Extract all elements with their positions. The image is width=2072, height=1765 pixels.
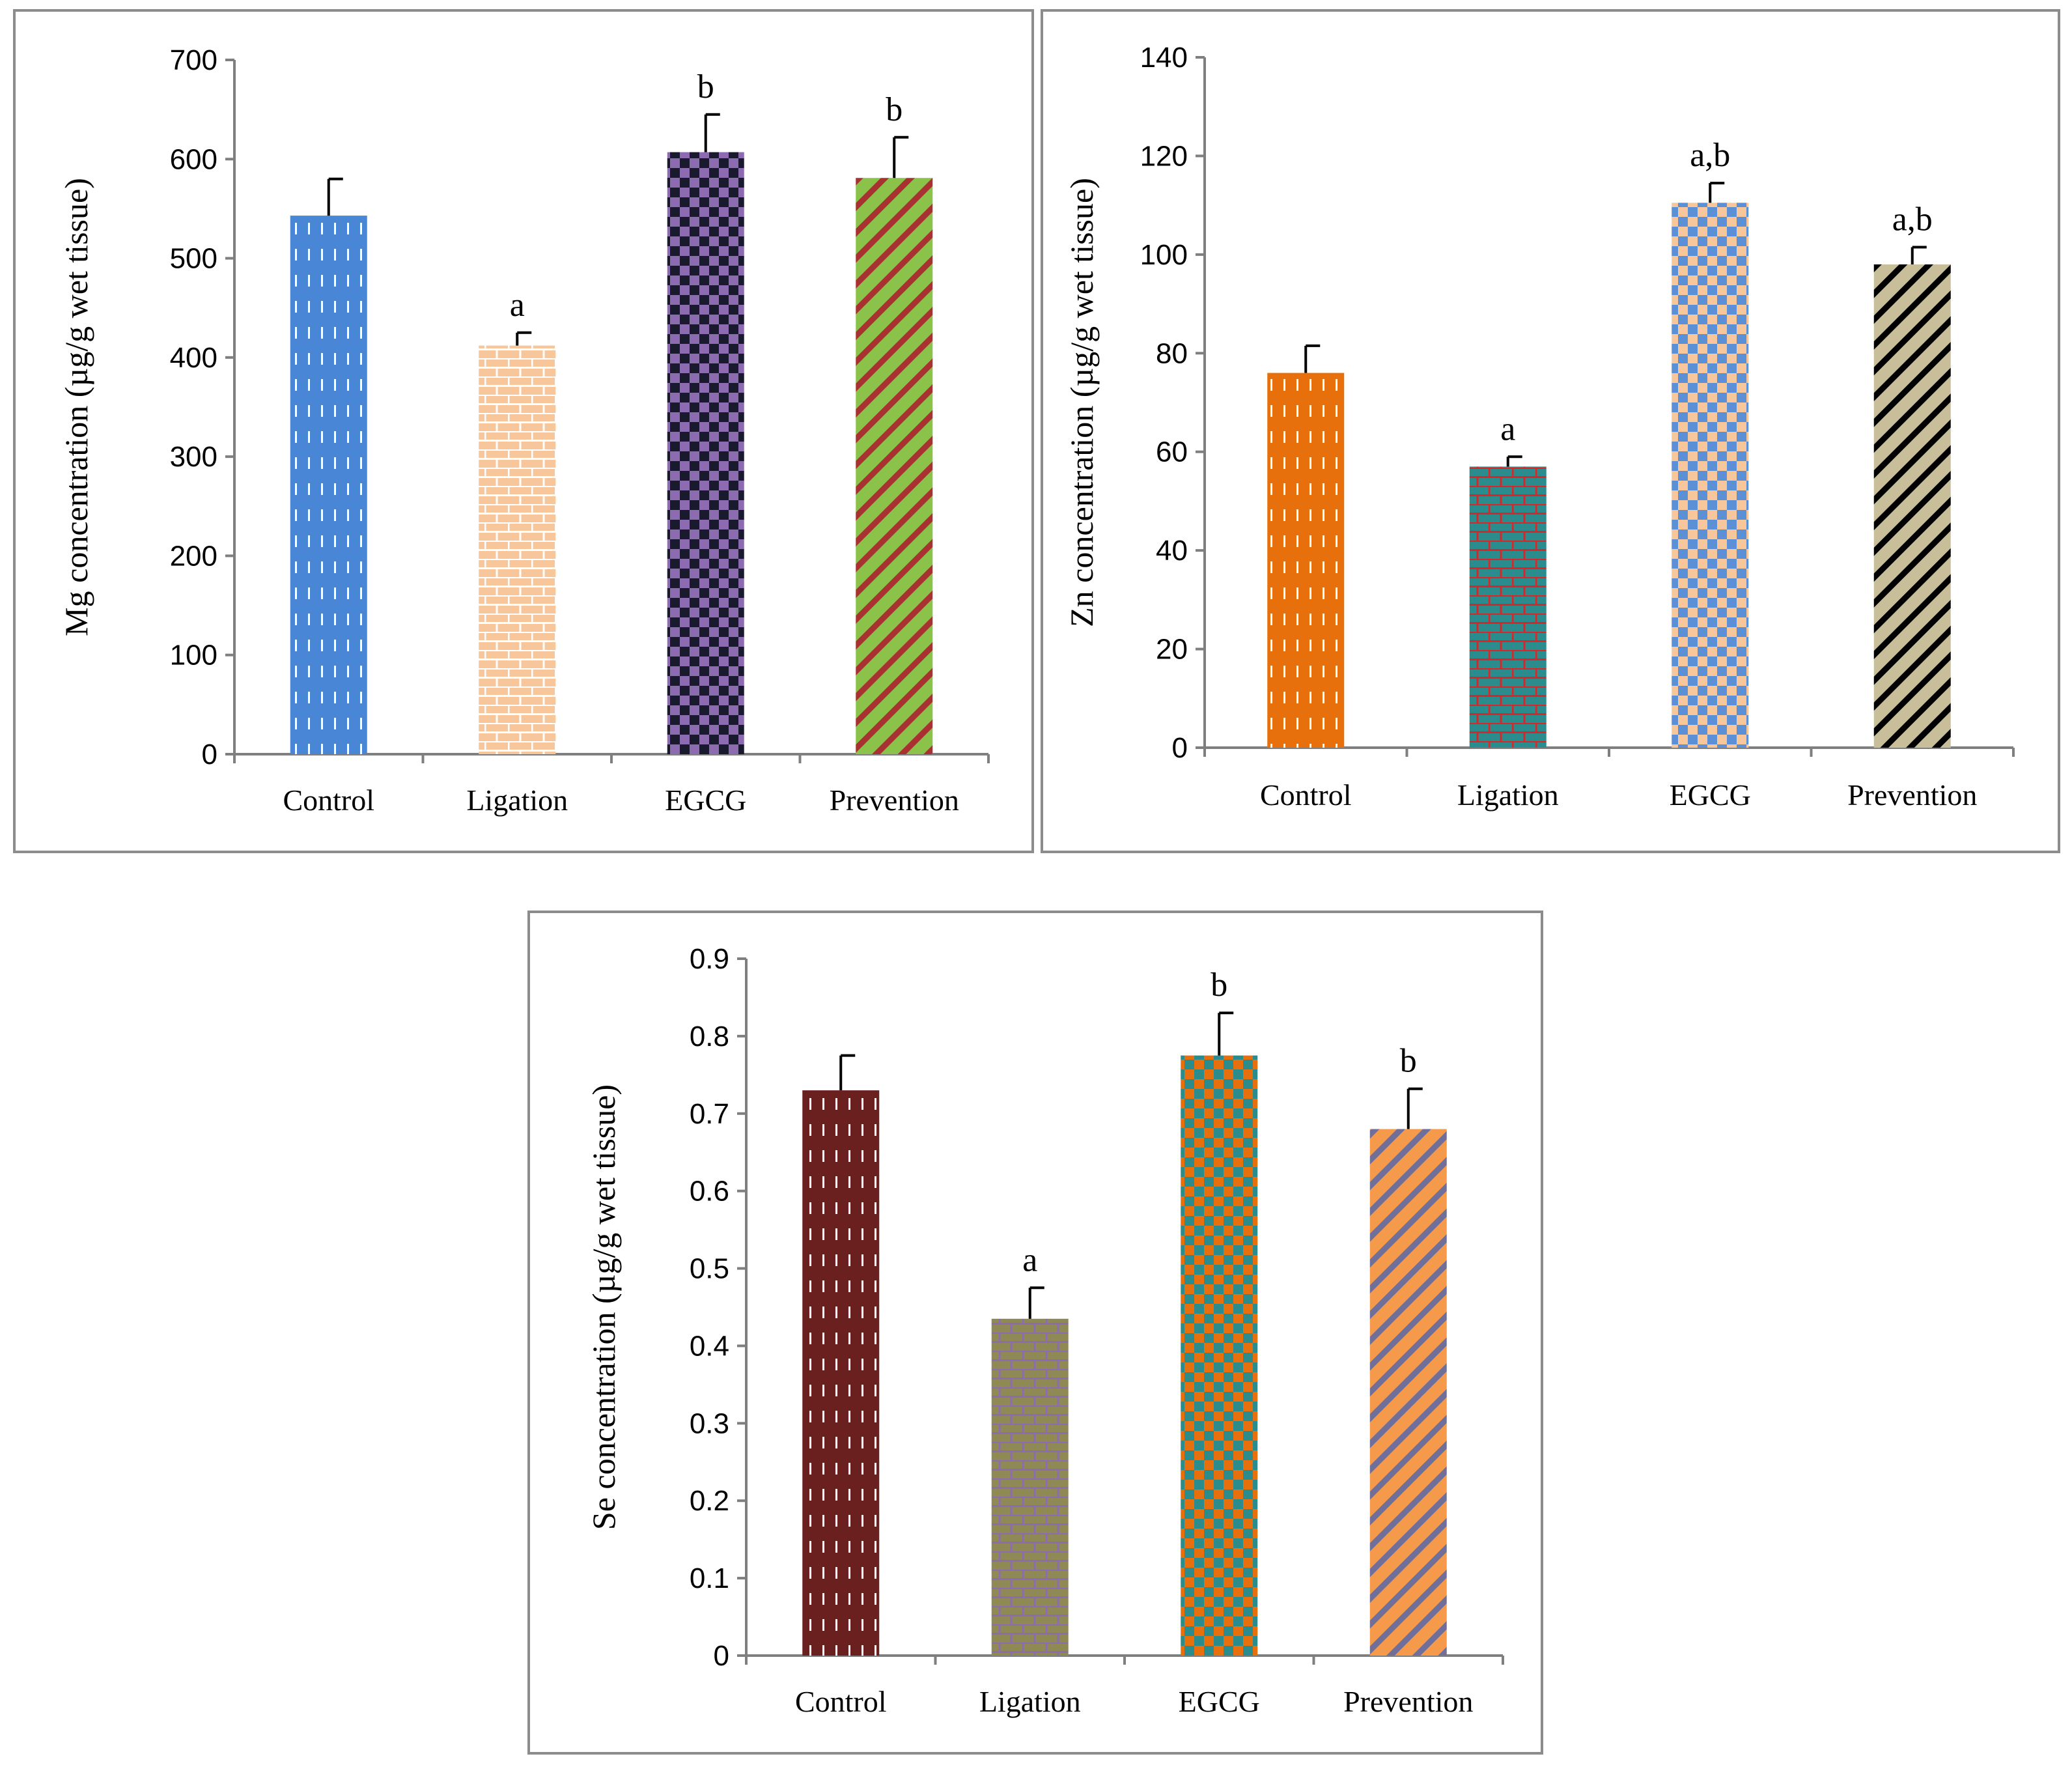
mg-y-tick-label: 200 (170, 540, 217, 572)
mg-bar-control (290, 216, 367, 754)
se-y-tick-label: 0.2 (690, 1485, 729, 1517)
zn-bar-control (1267, 373, 1345, 748)
zn-chart-panel: 0 20 40 60 80 100 120 140 Zn concentration (µg/g… (1041, 9, 2060, 853)
se-y-tick-label: 0.9 (690, 943, 729, 975)
se-y-tick-label: 0.5 (690, 1253, 729, 1285)
zn-significance-label: a,b (1892, 201, 1933, 238)
zn-significance-label: a (1500, 410, 1515, 447)
mg-significance-label: b (697, 68, 714, 106)
mg-chart-panel: 0 100 200 300 400 500 600 700 Mg concentration (… (13, 9, 1034, 853)
zn-bar-prevention (1873, 264, 1951, 748)
mg-x-tick-label: EGCG (665, 784, 746, 817)
zn-y-tick-label: 40 (1156, 535, 1188, 567)
mg-y-tick-label: 400 (170, 342, 217, 374)
mg-y-tick-label: 500 (170, 243, 217, 275)
se-y-tick-label: 0.1 (690, 1562, 729, 1594)
zn-y-axis-label: Zn concentration (µg/g wet tissue) (1063, 178, 1100, 627)
mg-y-tick-label: 700 (170, 44, 217, 76)
zn-bar-chart: 0 20 40 60 80 100 120 140 Zn concentration (µg/g… (1063, 42, 2015, 812)
se-x-tick-label: Control (795, 1685, 887, 1718)
se-bar-ligation (991, 1318, 1069, 1656)
zn-x-tick-label: Control (1260, 778, 1352, 812)
se-y-tick-label: 0.8 (690, 1021, 729, 1052)
zn-x-tick-label: Ligation (1457, 778, 1559, 812)
se-chart-panel: 0 0.1 0.2 0.3 0.4 0.5 0.6 0.7 0.8 0.9 Se concentra… (527, 911, 1543, 1755)
se-y-axis-label: Se concentration (µg/g wet tissue) (585, 1084, 622, 1530)
se-y-tick-label: 0.4 (690, 1330, 729, 1362)
mg-significance-label: a (510, 287, 525, 324)
zn-significance-label: a,b (1690, 137, 1730, 174)
mg-x-tick-label: Control (283, 784, 374, 817)
zn-y-tick-label: 0 (1172, 732, 1188, 764)
mg-bar-ligation (479, 345, 556, 754)
se-x-tick-label: EGCG (1179, 1685, 1260, 1718)
mg-y-tick-label: 0 (202, 739, 217, 770)
se-x-tick-label: Prevention (1343, 1685, 1473, 1718)
zn-bar-egcg (1672, 203, 1749, 748)
mg-significance-label: b (886, 91, 903, 128)
se-bar-egcg (1181, 1055, 1258, 1656)
zn-y-tick-label: 80 (1156, 337, 1188, 369)
se-x-tick-label: Ligation (979, 1685, 1081, 1718)
mg-x-tick-label: Ligation (466, 784, 568, 817)
mg-bar-chart: 0 100 200 300 400 500 600 700 Mg concentration (… (58, 44, 990, 817)
mg-x-tick-label: Prevention (830, 784, 959, 817)
se-bar-chart: 0 0.1 0.2 0.3 0.4 0.5 0.6 0.7 0.8 0.9 Se concentra… (585, 943, 1504, 1718)
se-significance-label: b (1211, 967, 1227, 1004)
mg-bar-egcg (667, 152, 744, 754)
zn-x-tick-label: Prevention (1847, 778, 1977, 812)
zn-bar-ligation (1469, 466, 1547, 748)
se-bar-prevention (1369, 1129, 1447, 1656)
zn-y-tick-label: 120 (1140, 140, 1188, 172)
mg-y-tick-label: 300 (170, 441, 217, 473)
se-y-tick-label: 0.6 (690, 1176, 729, 1207)
zn-y-tick-label: 100 (1140, 239, 1188, 271)
mg-bar-prevention (856, 178, 933, 755)
mg-y-axis-label: Mg concentration (µg/g wet tissue) (58, 178, 94, 636)
se-significance-label: a (1022, 1241, 1037, 1278)
se-y-tick-label: 0 (714, 1640, 729, 1672)
se-significance-label: b (1400, 1043, 1417, 1080)
se-y-tick-label: 0.7 (690, 1098, 729, 1130)
mg-y-tick-label: 600 (170, 143, 217, 175)
zn-y-tick-label: 60 (1156, 436, 1188, 468)
zn-x-tick-label: EGCG (1670, 778, 1751, 812)
mg-y-tick-label: 100 (170, 640, 217, 671)
zn-y-tick-label: 140 (1140, 42, 1188, 74)
se-y-tick-label: 0.3 (690, 1407, 729, 1439)
se-bar-control (802, 1090, 880, 1656)
zn-y-tick-label: 20 (1156, 634, 1188, 666)
